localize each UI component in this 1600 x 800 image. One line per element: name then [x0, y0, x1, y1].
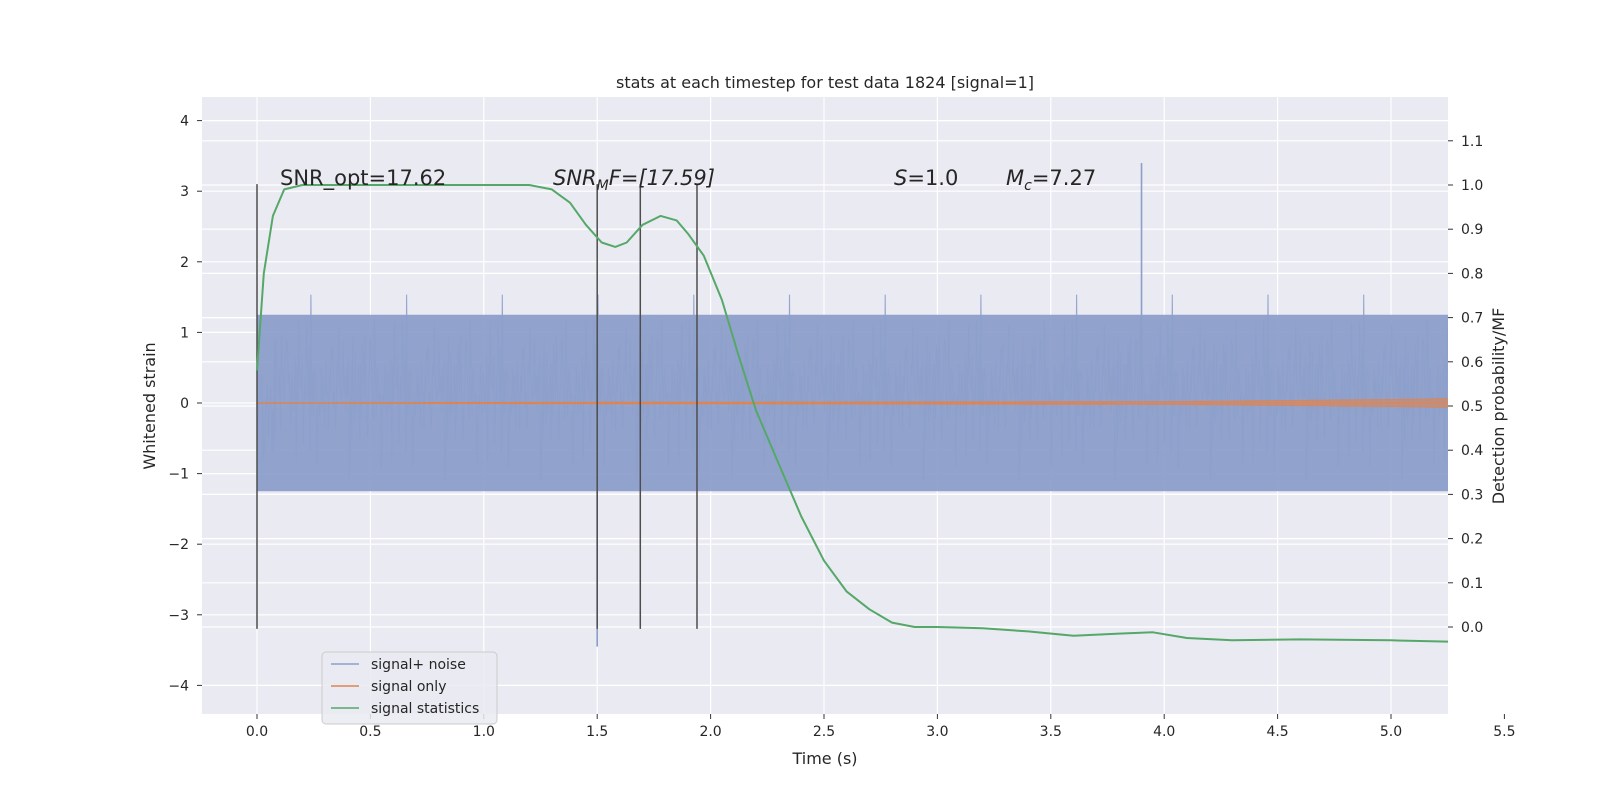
x-axis: 0.00.51.01.52.02.53.03.54.04.55.05.56.06… — [246, 714, 1516, 740]
x-tick-label: 2.5 — [813, 724, 835, 740]
y2-tick-label: 0.4 — [1461, 443, 1483, 459]
y-tick-label: 0 — [180, 396, 189, 412]
x-tick-label: 5.0 — [1380, 724, 1402, 740]
x-axis-label: Time (s) — [791, 749, 857, 768]
annotation-mc-symbol: M — [1006, 166, 1024, 190]
legend-label-signal-only: signal only — [371, 679, 446, 695]
y2-tick-label: 0.6 — [1461, 355, 1483, 371]
legend: signal+ noise signal only signal statist… — [321, 651, 498, 725]
y2-tick-label: 0.0 — [1461, 620, 1483, 636]
series-signal-statistics — [256, 184, 1448, 643]
y-tick-label: −4 — [168, 678, 189, 694]
y-tick-label: −1 — [168, 467, 189, 483]
y2-tick-label: 0.9 — [1461, 222, 1483, 238]
annotation-s: S=1.0 — [894, 166, 958, 190]
x-tick-label: 3.5 — [1040, 724, 1062, 740]
y2-tick-label: 0.5 — [1461, 399, 1483, 415]
annotation-mc-subscript: c — [1024, 178, 1032, 194]
x-tick-label: 0.0 — [246, 724, 268, 740]
y-tick-label: −2 — [168, 537, 189, 553]
annotation-snr-opt: SNR_opt=17.62 — [280, 166, 446, 191]
x-tick-label: 3.0 — [926, 724, 948, 740]
y2-tick-label: 0.1 — [1461, 576, 1483, 592]
legend-label-signal-statistics: signal statistics — [371, 701, 479, 717]
chart-title: stats at each timestep for test data 182… — [616, 73, 1034, 92]
x-tick-label: 1.5 — [586, 724, 608, 740]
x-tick-label: 4.0 — [1153, 724, 1175, 740]
y-tick-label: −3 — [168, 608, 189, 624]
legend-label-signal-noise: signal+ noise — [371, 657, 466, 673]
x-tick-label: 4.5 — [1266, 724, 1288, 740]
y-tick-label: 2 — [180, 255, 189, 271]
y-tick-label: 4 — [180, 114, 189, 130]
annotation-snr-mf: SNRMF=[17.59] — [553, 166, 715, 194]
y2-tick-label: 1.0 — [1461, 178, 1483, 194]
annotation-snr-mf-symbol: SNR — [553, 166, 597, 190]
y2-tick-label: 0.7 — [1461, 311, 1483, 327]
y2-tick-label: 0.2 — [1461, 532, 1483, 548]
annotations: SNR_opt=17.62 SNRMF=[17.59] S=1.0 Mc=7.2… — [280, 166, 1096, 194]
y-axis-left: −4 −3 −2 −1 0 1 2 3 4 — [168, 114, 202, 694]
annotation-snr-mf-rest: F=[17.59] — [609, 166, 715, 190]
x-tick-label: 0.5 — [359, 724, 381, 740]
annotation-snr-mf-subscript: M — [597, 178, 609, 194]
x-tick-label: 5.5 — [1493, 724, 1515, 740]
y2-tick-label: 1.1 — [1461, 134, 1483, 150]
y2-axis-label: Detection probability/MF — [1489, 308, 1508, 505]
y-axis-right: 0.0 0.1 0.2 0.3 0.4 0.5 0.6 0.7 0.8 0.9 1.0 1.1 — [1448, 134, 1483, 636]
y-tick-label: 1 — [180, 325, 189, 341]
y-tick-label: 3 — [180, 184, 189, 200]
y-axis-label: Whitened strain — [140, 342, 159, 469]
x-tick-label: 2.0 — [699, 724, 721, 740]
annotation-s-value: =1.0 — [907, 166, 958, 190]
annotation-mc: Mc=7.27 — [1006, 166, 1096, 194]
legend-box — [321, 651, 498, 725]
annotation-s-symbol: S — [894, 166, 907, 190]
y2-tick-label: 0.8 — [1461, 266, 1483, 282]
x-tick-label: 1.0 — [473, 724, 495, 740]
series-layer — [256, 162, 1448, 647]
y2-tick-label: 0.3 — [1461, 487, 1483, 503]
annotation-mc-value: =7.27 — [1032, 166, 1096, 190]
